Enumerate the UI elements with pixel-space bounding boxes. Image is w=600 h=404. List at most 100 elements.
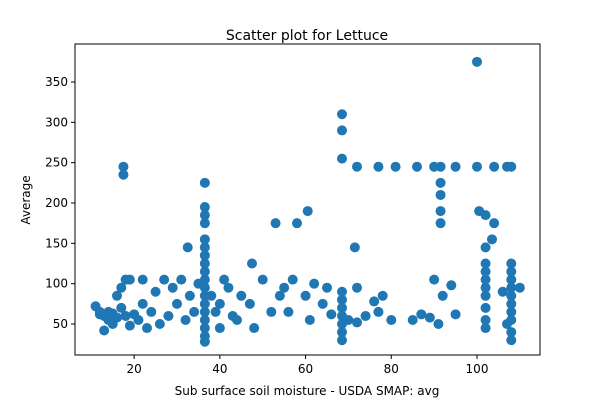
point [480,302,491,313]
point [343,314,354,325]
point [199,282,210,293]
point [352,317,362,328]
point [480,314,491,325]
point [407,314,418,325]
point [199,218,210,229]
x-tick-label: 60 [298,362,313,376]
point [373,306,384,317]
point [266,306,277,317]
y-tick-label: 250 [45,156,68,170]
point [189,306,200,317]
point [337,335,347,346]
x-tick-label: 80 [384,362,399,376]
point [270,218,281,229]
point [450,161,461,172]
point [137,298,148,309]
point [480,323,491,334]
point [116,282,127,293]
point [337,153,347,164]
point [199,258,210,269]
point [386,314,397,325]
point [206,290,217,301]
point [506,298,517,309]
point [199,314,210,325]
x-axis-label: Sub surface soil moisture - USDA SMAP: a… [175,384,440,398]
point [435,189,446,200]
point [244,298,255,309]
chart-title: Scatter plot for Lettuce [226,28,388,44]
point [274,290,285,301]
y-tick-label: 200 [45,196,68,210]
point [199,266,210,277]
y-tick-label: 100 [45,277,68,291]
point [247,258,257,269]
point [176,274,187,285]
point [199,242,210,253]
point [219,274,230,285]
point [199,210,210,221]
point [435,218,446,229]
point [118,169,129,180]
point [480,274,491,285]
y-tick-label: 50 [53,317,68,331]
point [435,161,446,172]
point [506,266,517,277]
point [506,258,517,269]
point [223,282,234,293]
point [472,56,482,67]
point [480,210,491,221]
point [214,298,225,309]
point [287,274,298,285]
point [337,286,347,297]
point [112,290,122,301]
point [412,161,422,172]
point [292,218,302,229]
point [159,274,170,285]
point [433,319,444,330]
point [257,274,268,285]
point [133,314,144,325]
point [337,302,347,313]
point [199,298,210,309]
point [506,282,517,293]
point [429,274,440,285]
point [435,177,446,188]
x-tick-label: 40 [212,362,227,376]
y-tick-label: 300 [45,115,68,129]
point [180,314,191,325]
point [506,274,517,285]
point [360,310,371,321]
point [167,282,178,293]
point [514,282,525,293]
point [349,242,360,253]
point [480,242,491,253]
point [390,161,401,172]
point [283,306,294,317]
point [487,234,497,245]
point [99,325,110,336]
point [506,306,517,317]
point [182,242,193,253]
point [472,161,482,172]
point [199,306,210,317]
point [249,323,260,334]
point [120,310,131,321]
point [116,302,127,313]
point [373,161,384,172]
y-tick-label: 350 [45,75,68,89]
point [337,125,347,136]
point [137,274,148,285]
point [352,161,362,172]
point [322,282,332,293]
point [172,298,182,309]
point [337,327,347,338]
point [506,335,517,346]
x-tick-label: 20 [127,362,142,376]
point [309,278,320,289]
point [435,206,446,217]
point [184,290,195,301]
point [199,323,210,334]
point [146,306,157,317]
point [446,280,457,291]
